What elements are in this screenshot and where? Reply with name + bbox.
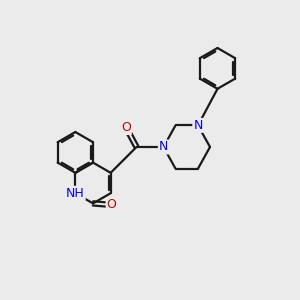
- Text: O: O: [107, 198, 116, 212]
- Text: O: O: [121, 121, 131, 134]
- Text: N: N: [159, 140, 168, 154]
- Text: NH: NH: [66, 187, 85, 200]
- Text: N: N: [193, 119, 203, 132]
